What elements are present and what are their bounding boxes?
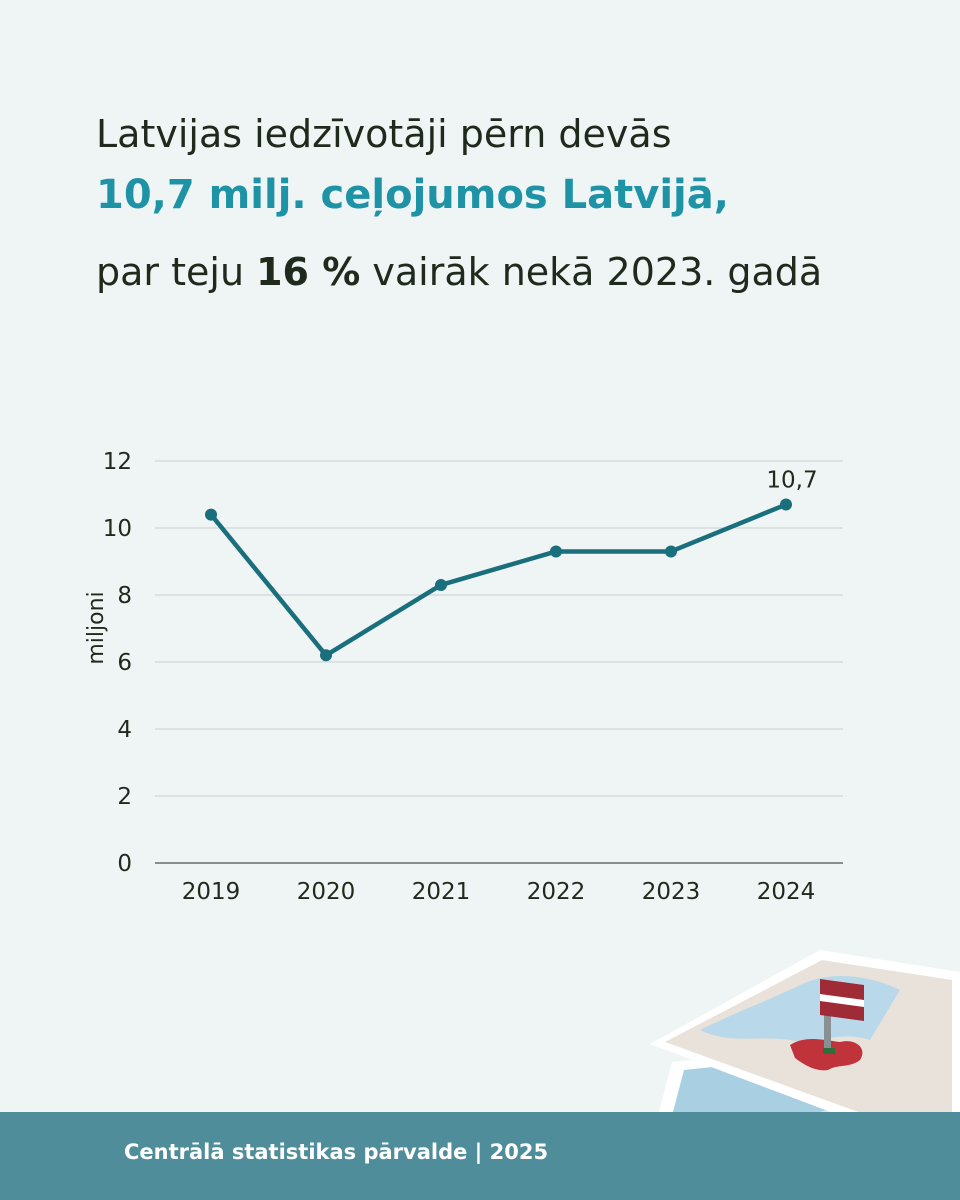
data-label: 10,7 <box>766 468 817 494</box>
data-point <box>205 508 217 521</box>
headline-line-3-pre: par teju <box>96 250 257 294</box>
y-tick-label: 0 <box>117 851 132 877</box>
data-point <box>550 545 562 558</box>
x-axis-ticks: 2019 2020 2021 2022 2023 2024 <box>182 879 816 905</box>
series-line <box>208 502 789 658</box>
x-tick-label: 2019 <box>182 879 241 905</box>
x-tick-label: 2022 <box>527 879 586 905</box>
data-point <box>435 578 447 591</box>
x-tick-label: 2024 <box>757 879 816 905</box>
y-tick-label: 12 <box>103 449 132 475</box>
latvia-flag-icon <box>820 979 864 1054</box>
headline-line-3: par teju 16 % vairāk nekā 2023. gadā <box>96 250 822 294</box>
headline-percent: 16 % <box>256 250 361 294</box>
x-tick-label: 2021 <box>412 879 471 905</box>
headline-line-1: Latvijas iedzīvotāji pērn devās <box>96 112 672 156</box>
y-tick-label: 6 <box>117 650 132 676</box>
y-tick-label: 4 <box>117 717 132 743</box>
footer-bar: Centrālā statistikas pārvalde | 2025 <box>0 1112 960 1200</box>
data-labels: 10,7 <box>766 468 817 494</box>
data-point <box>665 545 677 558</box>
chart-grid <box>155 460 843 864</box>
footer-source: Centrālā statistikas pārvalde | 2025 <box>124 1140 549 1164</box>
headline-line-3-post: vairāk nekā 2023. gadā <box>360 250 823 294</box>
latvia-shape <box>790 1038 863 1071</box>
y-tick-label: 10 <box>103 516 132 542</box>
x-tick-label: 2023 <box>642 879 701 905</box>
y-axis-ticks: 0 2 4 6 8 10 12 <box>103 449 132 877</box>
y-tick-label: 2 <box>117 784 132 810</box>
data-point <box>320 649 332 662</box>
line-chart: 0 2 4 6 8 10 12 2019 2020 2021 2022 2023 2024 miljo… <box>84 449 843 905</box>
y-tick-label: 8 <box>117 583 132 609</box>
headline-line-2-highlight: 10,7 milj. ceļojumos Latvijā, <box>96 172 729 218</box>
x-tick-label: 2020 <box>297 879 356 905</box>
data-point <box>780 498 792 511</box>
y-axis-label: miljoni <box>84 591 109 664</box>
chart-series <box>205 498 792 662</box>
